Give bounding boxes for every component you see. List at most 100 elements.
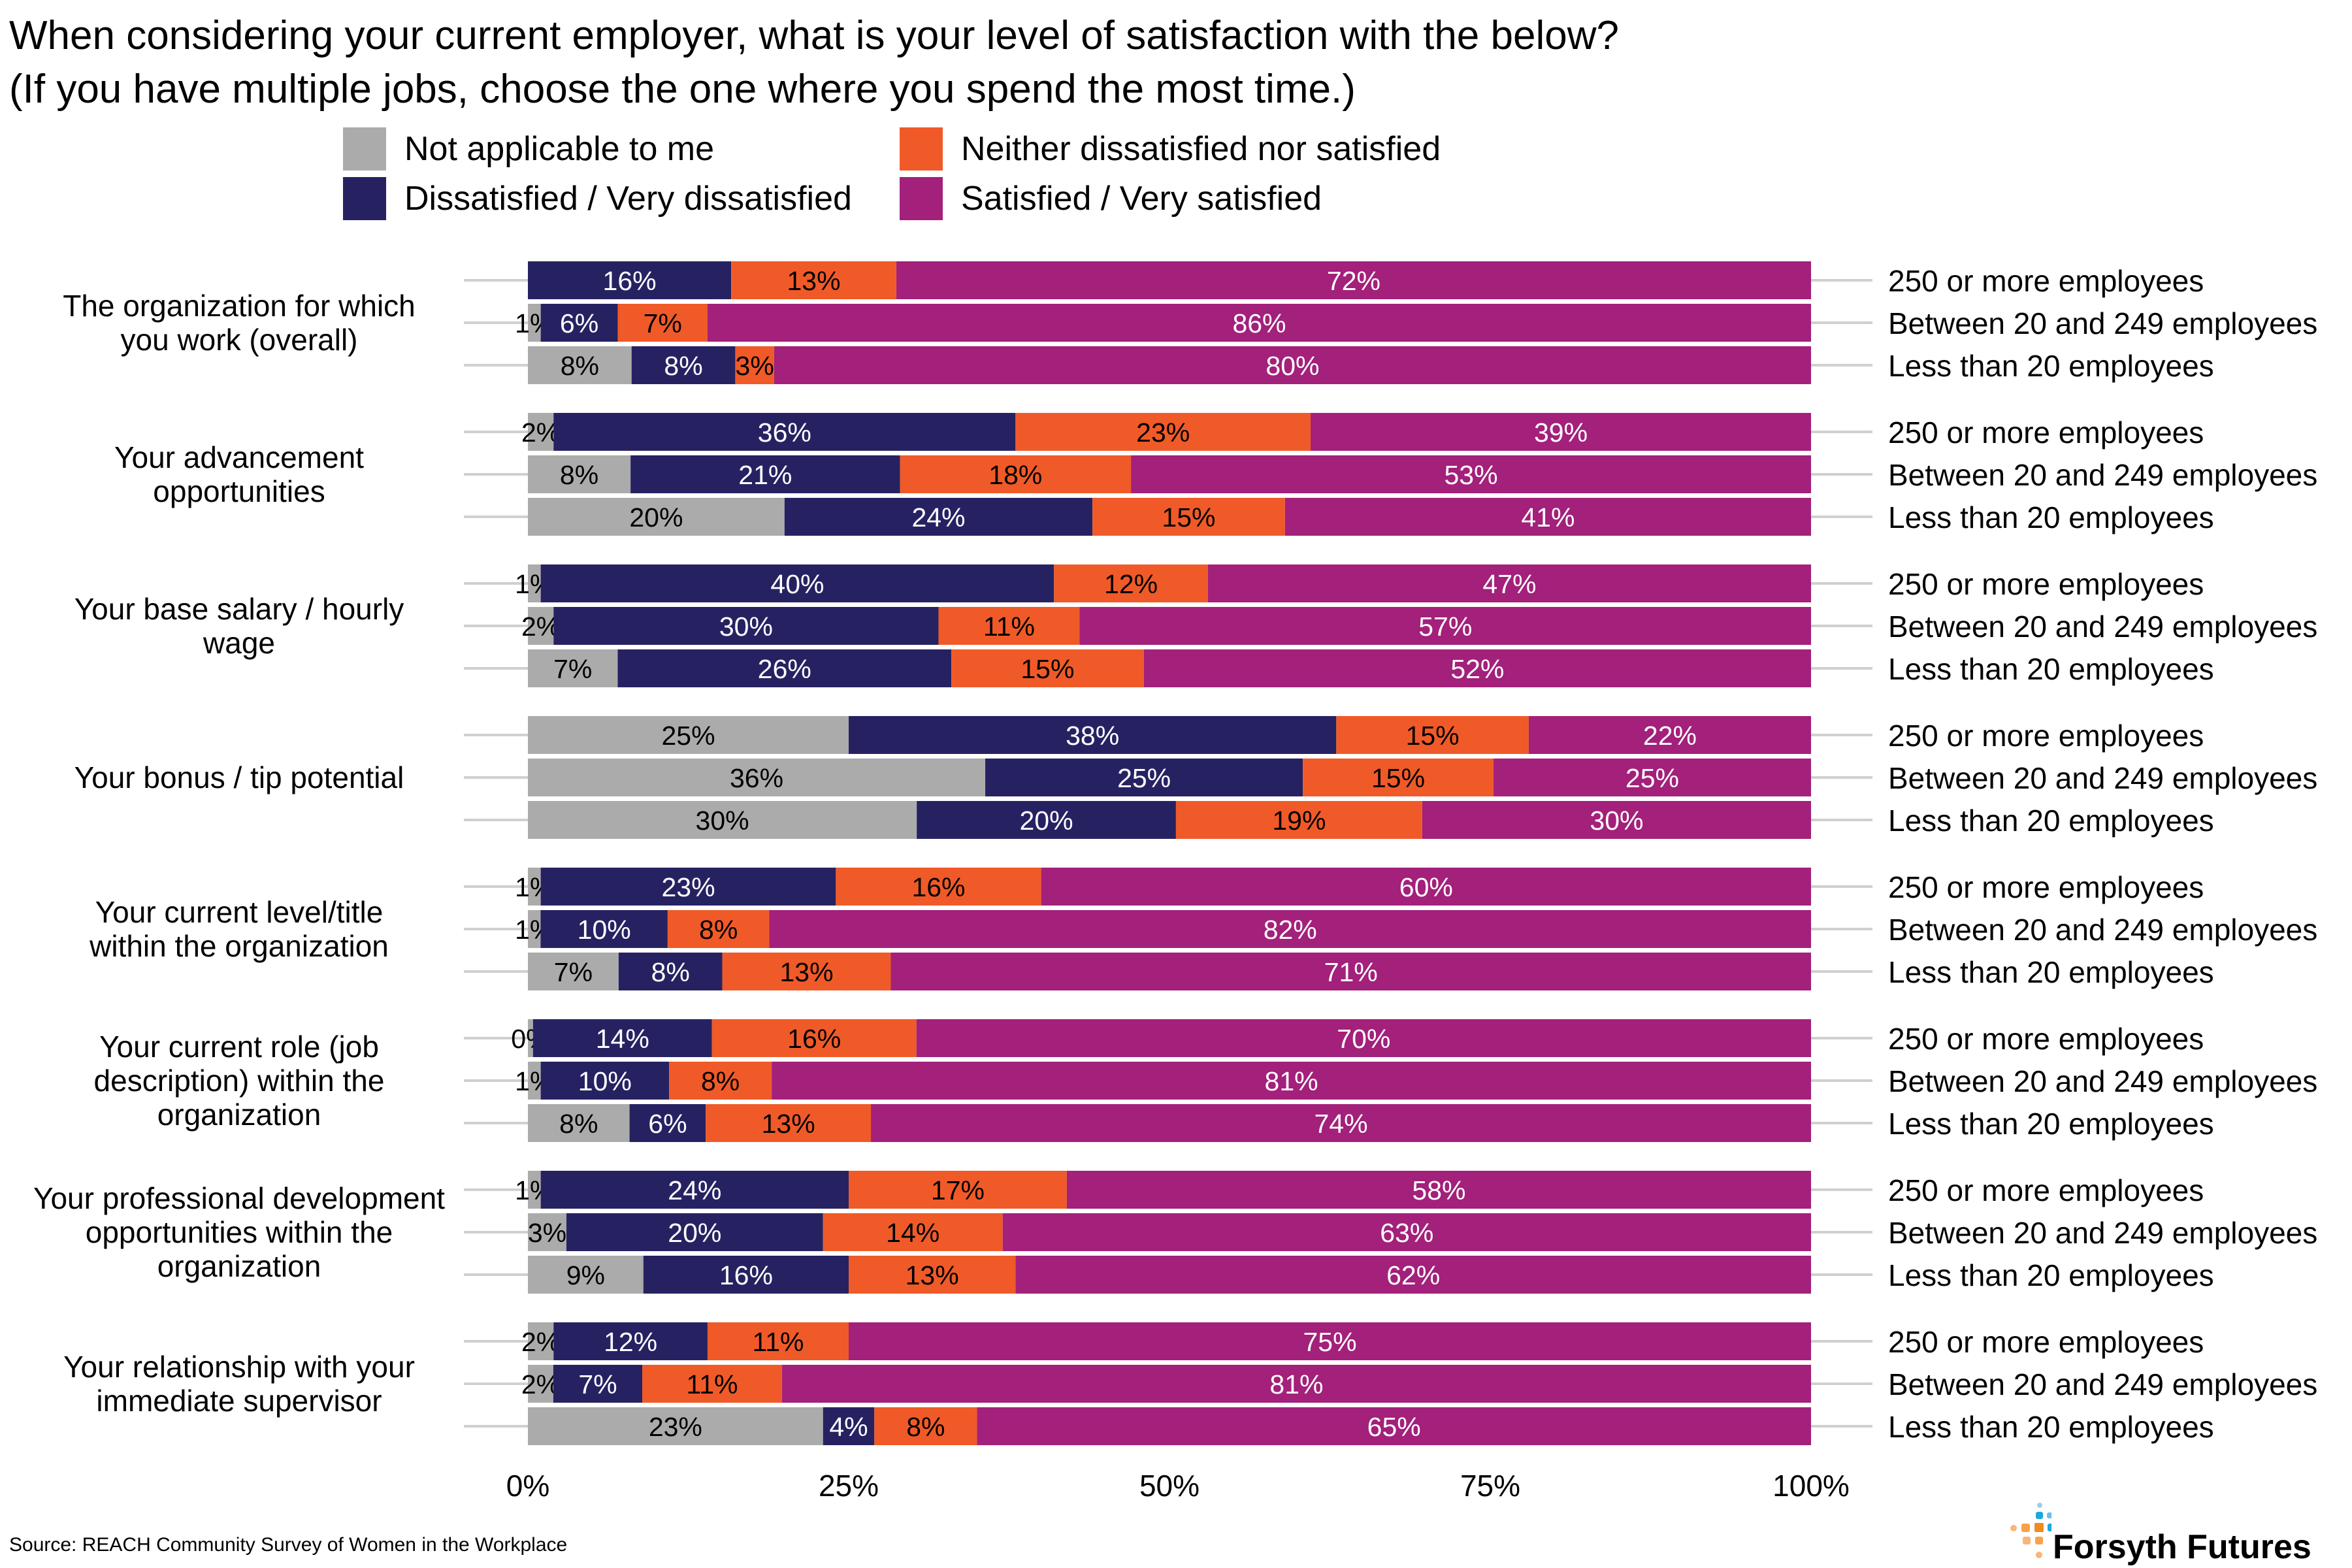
data-label: 15% — [1406, 721, 1460, 751]
data-label: 71% — [1324, 957, 1378, 987]
bar-segment-not-applicable-to-me — [528, 910, 541, 948]
bar-segment-satisfied-very-satisfied — [1131, 455, 1811, 493]
bar-segment-neither-dissatisfied-nor-satisfied — [1015, 413, 1311, 451]
group-label: within the organization — [89, 929, 389, 963]
size-category-label: Less than 20 employees — [1888, 652, 2214, 686]
data-label: 25% — [661, 721, 715, 751]
bar-segment-neither-dissatisfied-nor-satisfied — [938, 607, 1080, 645]
bar-segment-satisfied-very-satisfied — [774, 346, 1811, 384]
data-label: 3% — [736, 351, 774, 381]
bar-segment-neither-dissatisfied-nor-satisfied — [1054, 564, 1208, 602]
group-label: organization — [157, 1098, 321, 1132]
group-label: organization — [157, 1249, 321, 1283]
bar-segment-satisfied-very-satisfied — [1143, 649, 1811, 687]
group-label: opportunities — [153, 474, 325, 508]
bar-segment-satisfied-very-satisfied — [769, 910, 1811, 948]
data-label: 22% — [1643, 721, 1697, 751]
data-label: 21% — [738, 460, 792, 490]
data-label: 6% — [648, 1109, 687, 1139]
legend-swatch-satisfied — [900, 177, 943, 220]
data-label: 10% — [578, 915, 631, 945]
data-label: 16% — [787, 1024, 841, 1054]
data-label: 7% — [578, 1369, 617, 1399]
logo-dots-icon — [2010, 1503, 2051, 1558]
bar-segment-dissatisfied-very-dissatisfied — [823, 1407, 875, 1445]
bar-segment-dissatisfied-very-dissatisfied — [643, 1256, 849, 1294]
bar-segment-dissatisfied-very-dissatisfied — [630, 455, 900, 493]
bar-segment-satisfied-very-satisfied — [1066, 1171, 1811, 1209]
legend-swatch-dissatisfied — [343, 177, 386, 220]
size-category-label: Between 20 and 249 employees — [1888, 1064, 2317, 1098]
bar-segment-neither-dissatisfied-nor-satisfied — [706, 1104, 872, 1142]
data-label: 6% — [560, 308, 598, 338]
bar-segment-neither-dissatisfied-nor-satisfied — [900, 455, 1132, 493]
size-category-label: Between 20 and 249 employees — [1888, 610, 2317, 644]
bar-segment-not-applicable-to-me — [528, 1062, 541, 1100]
bar-segment-not-applicable-to-me — [528, 868, 541, 906]
bar-segment-dissatisfied-very-dissatisfied — [540, 304, 618, 342]
size-category-label: Between 20 and 249 employees — [1888, 761, 2317, 795]
data-label: 8% — [560, 460, 598, 490]
bar-segment-satisfied-very-satisfied — [1015, 1256, 1811, 1294]
size-category-label: Less than 20 employees — [1888, 1410, 2214, 1444]
group-label: you work (overall) — [121, 323, 358, 357]
group-label: wage — [203, 626, 275, 660]
data-label: 58% — [1412, 1175, 1465, 1205]
legend-label: Dissatisfied / Very dissatisfied — [404, 180, 852, 218]
data-label: 30% — [1590, 806, 1643, 836]
bar-segment-satisfied-very-satisfied — [707, 304, 1811, 342]
bar-segment-satisfied-very-satisfied — [1207, 564, 1811, 602]
bar-segment-dissatisfied-very-dissatisfied — [540, 1062, 670, 1100]
bar-segment-dissatisfied-very-dissatisfied — [917, 801, 1176, 839]
group-label: immediate supervisor — [96, 1384, 382, 1418]
data-label: 60% — [1399, 872, 1453, 902]
group-label: Your professional development — [33, 1181, 445, 1215]
bar-segment-neither-dissatisfied-nor-satisfied — [667, 910, 770, 948]
size-category-label: 250 or more employees — [1888, 1173, 2204, 1207]
bar-segment-dissatisfied-very-dissatisfied — [540, 868, 836, 906]
bar-segment-dissatisfied-very-dissatisfied — [631, 346, 736, 384]
data-label: 20% — [1020, 806, 1073, 836]
legend-item-dissatisfied: Dissatisfied / Very dissatisfied — [343, 177, 852, 220]
data-label: 38% — [1066, 721, 1119, 751]
source-note: Source: REACH Community Survey of Women … — [9, 1534, 568, 1556]
size-category-label: 250 or more employees — [1888, 567, 2204, 601]
data-label: 8% — [651, 957, 690, 987]
x-tick-label: 100% — [1772, 1469, 1850, 1503]
bar-segment-neither-dissatisfied-nor-satisfied — [849, 1256, 1016, 1294]
bar-segment-satisfied-very-satisfied — [896, 261, 1811, 299]
x-tick-label: 25% — [819, 1469, 879, 1503]
bar-segment-dissatisfied-very-dissatisfied — [617, 649, 952, 687]
chart-title-line-1: When considering your current employer, … — [9, 13, 1619, 58]
legend-label: Not applicable to me — [404, 130, 715, 168]
data-label: 80% — [1266, 351, 1319, 381]
data-label: 3% — [528, 1218, 566, 1248]
size-category-label: Less than 20 employees — [1888, 1258, 2214, 1292]
legend-item-not-applicable: Not applicable to me — [343, 127, 714, 171]
bar-segment-neither-dissatisfied-nor-satisfied — [1175, 801, 1422, 839]
data-label: 36% — [730, 763, 783, 793]
data-label: 8% — [561, 351, 599, 381]
data-label: 70% — [1337, 1024, 1390, 1054]
data-label: 25% — [1625, 763, 1679, 793]
data-label: 20% — [629, 502, 683, 532]
size-category-label: Less than 20 employees — [1888, 500, 2214, 534]
data-label: 16% — [603, 266, 657, 296]
bar-segment-satisfied-very-satisfied — [1041, 868, 1811, 906]
bar-segment-satisfied-very-satisfied — [781, 1365, 1811, 1403]
x-tick-label: 75% — [1460, 1469, 1520, 1503]
bar-segment-neither-dissatisfied-nor-satisfied — [1336, 716, 1529, 754]
data-label: 8% — [559, 1109, 598, 1139]
bar-segment-not-applicable-to-me — [528, 413, 554, 451]
bar-segment-neither-dissatisfied-nor-satisfied — [823, 1213, 1003, 1251]
legend-swatch-not-applicable — [343, 127, 386, 171]
bar-segment-dissatisfied-very-dissatisfied — [784, 498, 1093, 536]
bar-segment-satisfied-very-satisfied — [1284, 498, 1811, 536]
data-label: 30% — [719, 612, 773, 642]
bar-segment-neither-dissatisfied-nor-satisfied — [836, 868, 1041, 906]
bar-segment-satisfied-very-satisfied — [772, 1062, 1811, 1100]
data-label: 36% — [758, 417, 811, 448]
bar-segment-neither-dissatisfied-nor-satisfied — [1303, 759, 1494, 796]
group-label: Your base salary / hourly — [74, 592, 404, 626]
bar-segment-not-applicable-to-me — [528, 1322, 554, 1360]
